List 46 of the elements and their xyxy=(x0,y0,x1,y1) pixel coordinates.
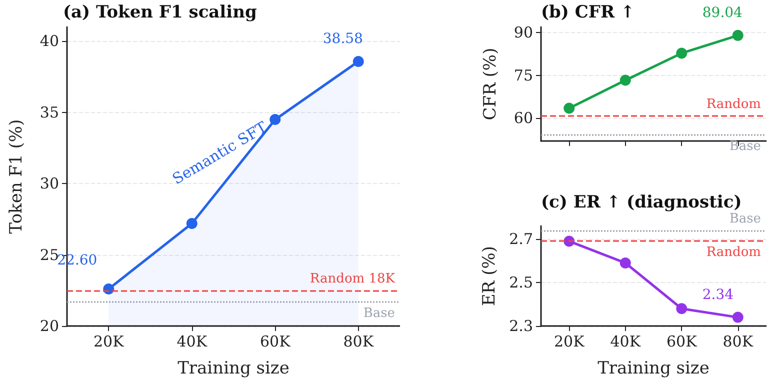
data-label: 2.34 xyxy=(702,286,734,303)
point xyxy=(676,48,688,59)
point xyxy=(732,30,744,41)
point xyxy=(352,56,364,67)
y-tick-label: 2.5 xyxy=(509,274,533,292)
point xyxy=(620,257,631,268)
data-label: 38.58 xyxy=(322,30,363,47)
point xyxy=(270,114,281,126)
y-axis-title: CFR (%) xyxy=(480,48,500,120)
y-tick-label: 2.3 xyxy=(509,317,533,335)
x-axis-title: Training size xyxy=(178,358,290,378)
point xyxy=(732,312,744,323)
x-tick-label: 60K xyxy=(260,332,292,350)
x-axis-title: Training size xyxy=(598,358,710,378)
x-tick-label: 20K xyxy=(554,332,586,350)
y-tick-label: 60 xyxy=(514,109,533,128)
point xyxy=(186,218,198,229)
x-tick-label: 80K xyxy=(722,332,754,350)
ref-line-label: Base xyxy=(729,139,762,154)
point xyxy=(676,303,688,314)
ref-line-label: Base xyxy=(729,211,762,226)
chart-title: (c) ER ↑ (diagnostic) xyxy=(541,192,742,212)
ref-line-label: Random 18K xyxy=(310,271,396,286)
y-tick-label: 20 xyxy=(40,317,59,335)
point xyxy=(620,74,631,86)
point xyxy=(564,102,575,114)
chart-title: (a) Token F1 scaling xyxy=(63,2,257,22)
x-tick-label: 20K xyxy=(93,332,125,350)
y-tick-label: 2.7 xyxy=(509,230,533,248)
ref-line-label: Random xyxy=(706,245,761,260)
x-tick-label: 40K xyxy=(176,332,208,350)
y-axis-title: Token F1 (%) xyxy=(6,119,26,234)
ref-line-label: Base xyxy=(363,306,396,321)
y-tick-label: 90 xyxy=(514,24,533,42)
y-tick-label: 40 xyxy=(40,32,59,50)
x-tick-label: 60K xyxy=(666,332,698,350)
x-tick-label: 40K xyxy=(610,332,642,350)
y-tick-label: 25 xyxy=(40,246,59,264)
y-axis-title: ER (%) xyxy=(480,246,500,306)
y-tick-label: 35 xyxy=(40,103,59,122)
y-tick-label: 75 xyxy=(514,66,533,84)
data-label: 89.04 xyxy=(702,4,743,21)
chart-title: (b) CFR ↑ xyxy=(541,2,635,22)
ref-line-label: Random xyxy=(706,97,761,112)
y-tick-label: 30 xyxy=(40,174,59,193)
x-tick-label: 80K xyxy=(343,332,374,350)
